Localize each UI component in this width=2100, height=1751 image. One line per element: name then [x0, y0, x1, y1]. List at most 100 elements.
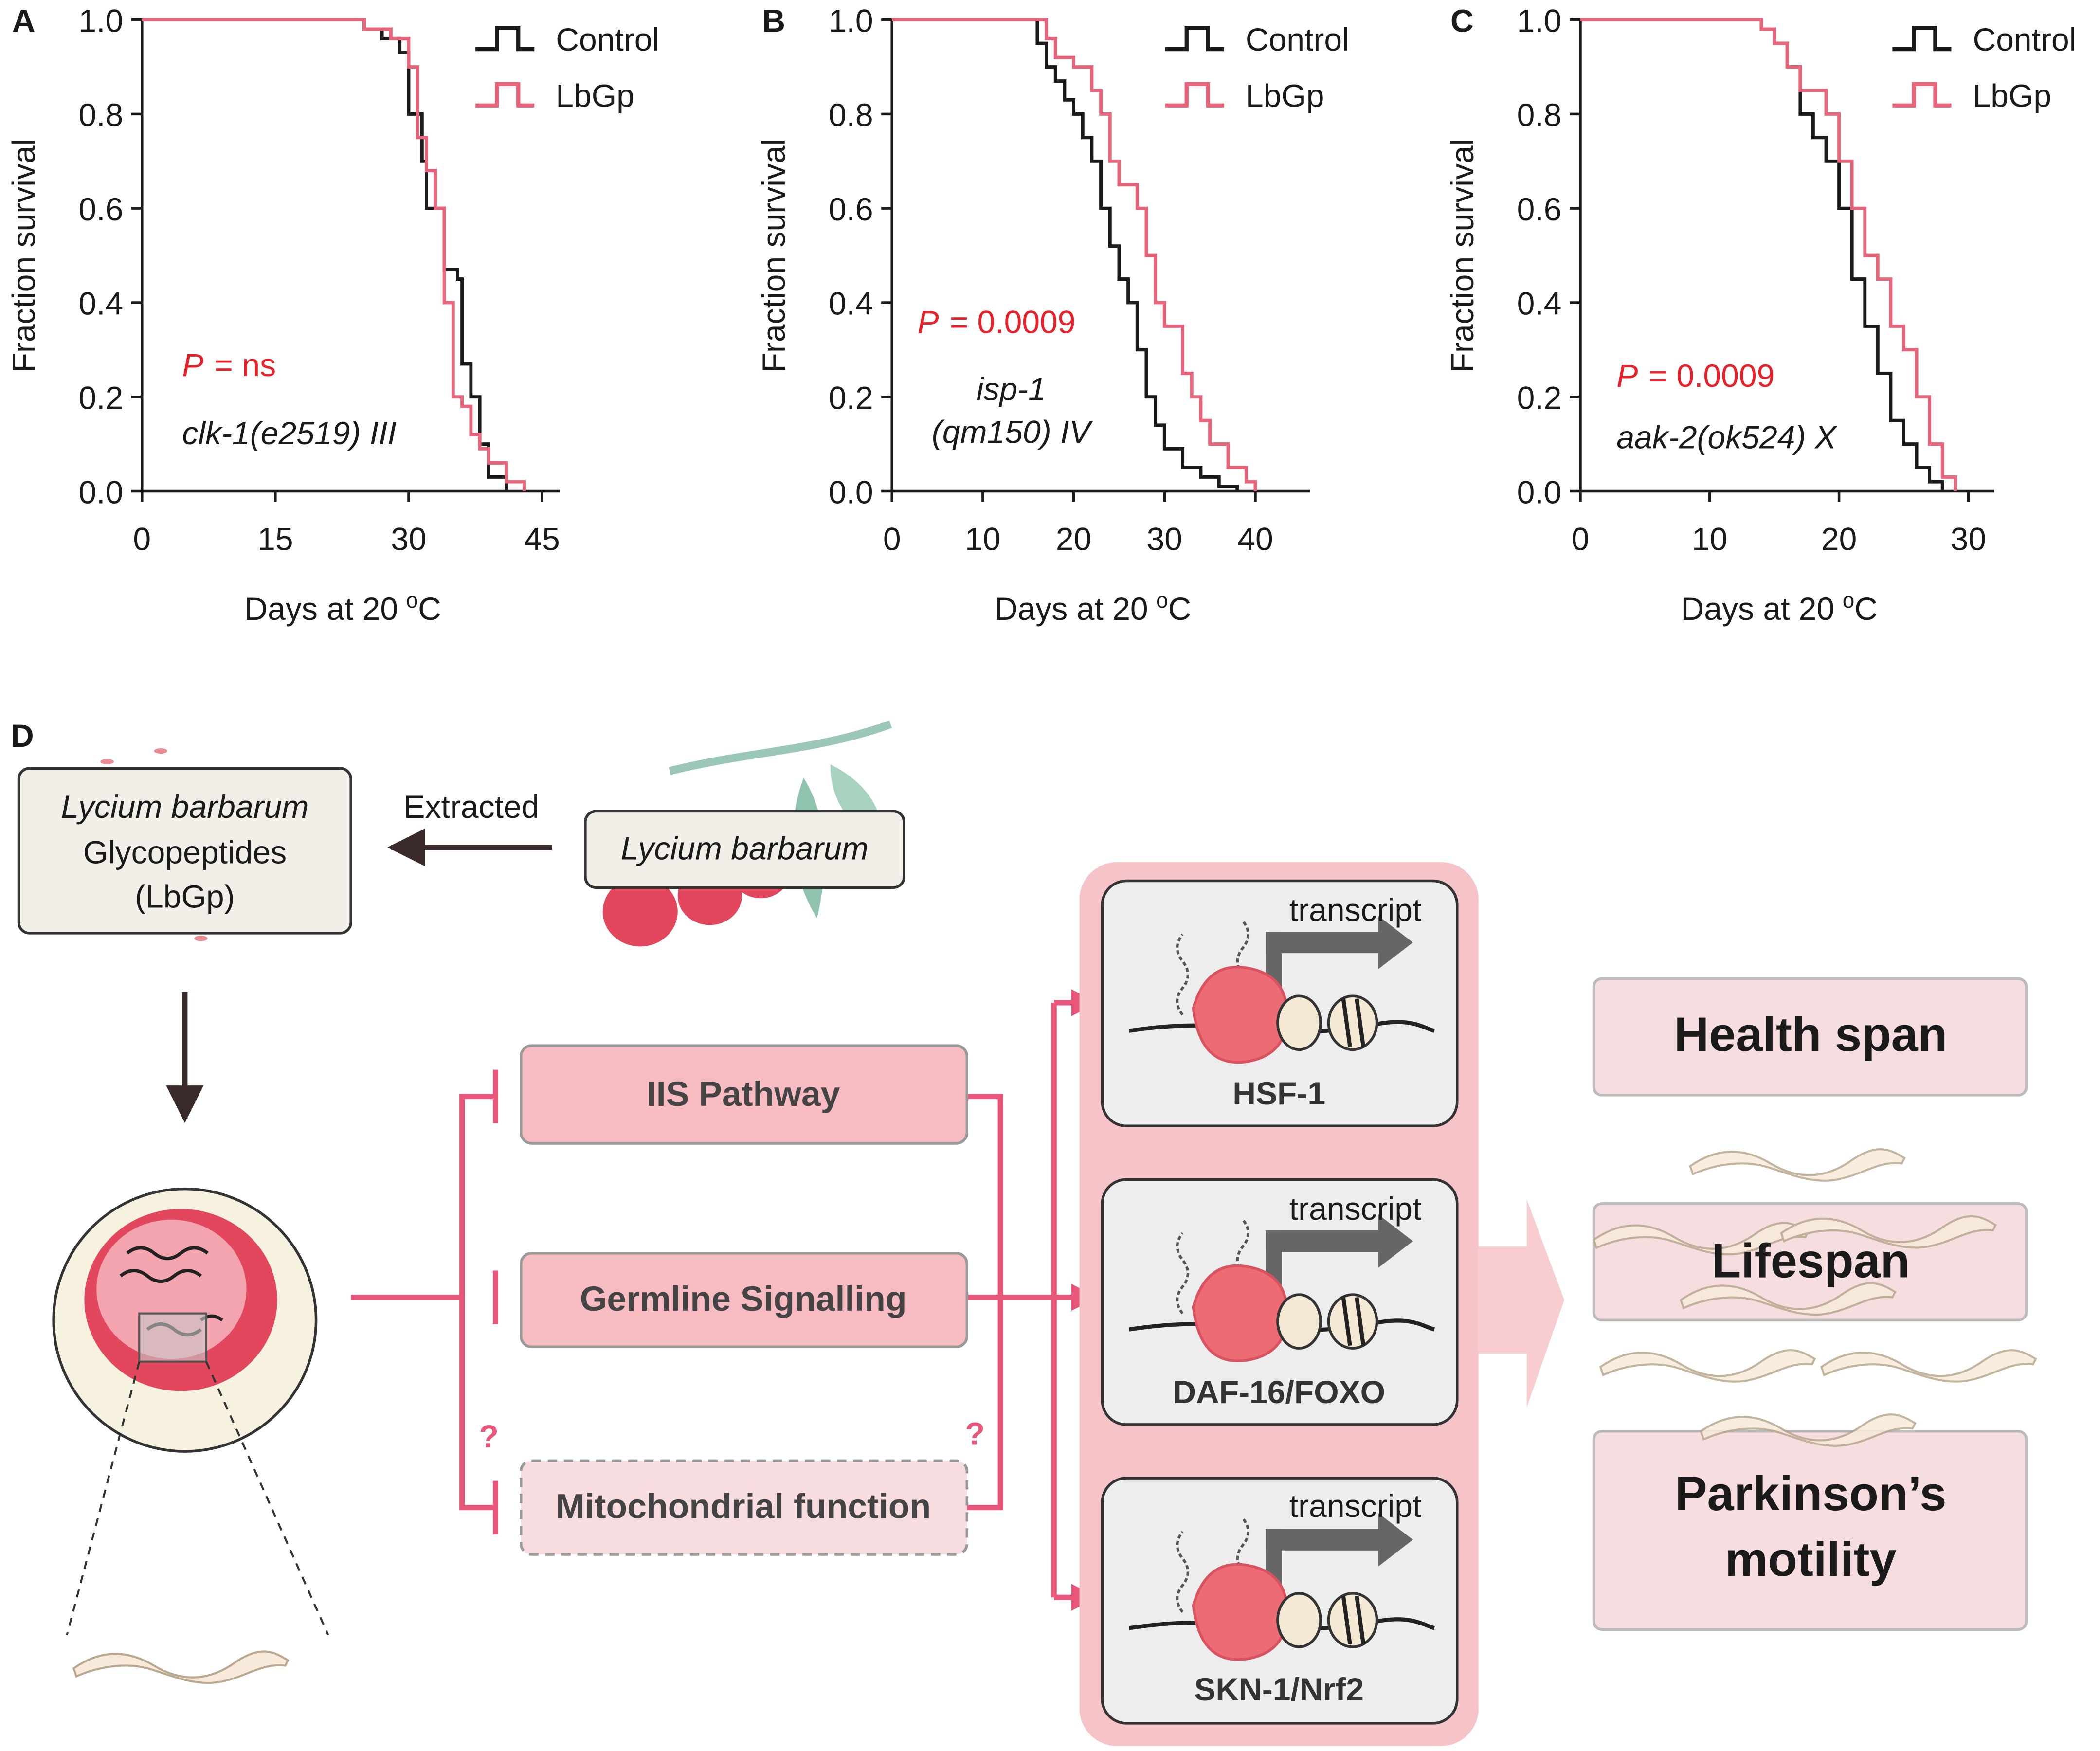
legend-label: LbGp [1246, 78, 1324, 114]
y-tick-label: 0.4 [829, 286, 873, 322]
legend-symbol [1165, 82, 1224, 108]
extract-label: (LbGp) [135, 879, 235, 915]
y-tick-label: 0.8 [78, 97, 123, 133]
arrow-label: Extracted [403, 789, 539, 825]
factor-action: transcript [1289, 1191, 1422, 1227]
pathway-box [519, 1251, 969, 1349]
outcome-label: Health span [1674, 1007, 1948, 1061]
p-value: P = 0.0009 [917, 304, 1075, 340]
strain-label: (qm150) IV [932, 414, 1094, 450]
survival-curve [1580, 18, 1957, 491]
factor-name: SKN-1/Nrf2 [1194, 1671, 1364, 1707]
panel-letter: C [1450, 2, 1474, 38]
pathway-box [519, 1044, 969, 1145]
legend-label: Control [1973, 21, 2077, 57]
source-label: Lycium barbarum [621, 830, 869, 866]
legend-label: Control [556, 21, 659, 57]
strain-label: isp-1 [977, 371, 1046, 407]
p-value: P = 0.0009 [1616, 358, 1774, 394]
y-tick-label: 1.0 [829, 2, 873, 38]
y-tick-label: 0.8 [829, 97, 873, 133]
x-tick-label: 10 [965, 521, 1000, 557]
y-tick-label: 1.0 [78, 2, 123, 38]
source-box [584, 810, 905, 889]
outcome-label: Parkinson’s [1675, 1466, 1946, 1520]
pathway-label: IIS Pathway [647, 1075, 840, 1114]
x-tick-label: 45 [524, 521, 560, 557]
p-text: = 0.0009 [950, 304, 1076, 340]
extract-box [17, 767, 352, 935]
y-tick-label: 0.6 [829, 191, 873, 227]
panel-letter: D [11, 718, 34, 754]
factor-name: HSF-1 [1232, 1075, 1325, 1111]
survival-curve [142, 18, 526, 491]
charts: A 0.0 0.2 0.4 0.6 0.8 1.0 0 15 30 45 Fraction survi… [6, 2, 2077, 626]
p-symbol: P [182, 347, 203, 383]
strain-label: clk-1(e2519) III [182, 415, 397, 451]
big-arrow [1478, 1199, 1564, 1408]
factor-action: transcript [1289, 892, 1422, 928]
p-text: = 0.0009 [1648, 358, 1774, 394]
x-axis-label: Days at 20 oC [244, 589, 441, 627]
x-axis-label: Days at 20 oC [995, 589, 1191, 627]
x-axis-label-part: o [1843, 589, 1855, 613]
x-tick-label: 0 [1572, 521, 1590, 557]
outcome-label: motility [1725, 1532, 1896, 1586]
x-axis-label-part: o [406, 589, 418, 613]
x-axis-label-part: Days at 20 [244, 591, 398, 627]
y-axis-label: Fraction survival [1444, 139, 1480, 373]
legend-symbol [1892, 26, 1952, 52]
outcome-label: Lifespan [1712, 1233, 1910, 1287]
survival-curve [892, 18, 1257, 491]
extract-label: Lycium barbarum [61, 789, 308, 825]
petri-dish [52, 1187, 329, 1698]
y-tick-label: 0.2 [1517, 380, 1562, 416]
y-tick-label: 0.2 [829, 380, 873, 416]
y-axis-label: Fraction survival [756, 139, 792, 373]
panel-letter: A [12, 2, 36, 38]
question-mark: ? [965, 1415, 985, 1451]
factor-action: transcript [1289, 1488, 1422, 1524]
x-tick-label: 10 [1692, 521, 1727, 557]
pathway-box [519, 1459, 969, 1556]
y-tick-label: 1.0 [1517, 2, 1562, 38]
y-tick-label: 0.0 [78, 474, 123, 510]
legend-label: Control [1246, 21, 1349, 57]
y-tick-label: 0.0 [829, 474, 873, 510]
y-tick-label: 0.6 [78, 191, 123, 227]
x-tick-label: 20 [1056, 521, 1091, 557]
legend-symbol [1165, 26, 1224, 52]
connectors [351, 989, 1099, 1611]
x-axis-label-part: C [1854, 591, 1878, 627]
question-mark: ? [479, 1418, 499, 1454]
legend-symbol [475, 26, 535, 52]
x-axis-label-part: Days at 20 [995, 591, 1148, 627]
pathway-label: Germline Signalling [580, 1280, 907, 1318]
y-tick-label: 0.6 [1517, 191, 1562, 227]
legend-label: LbGp [556, 78, 634, 114]
pathway-label: Mitochondrial function [556, 1487, 931, 1526]
x-tick-label: 0 [133, 521, 151, 557]
legend-label: LbGp [1973, 78, 2052, 114]
y-tick-label: 0.8 [1517, 97, 1562, 133]
outcome-box [1592, 977, 2028, 1097]
x-axis-label-part: o [1156, 589, 1168, 613]
diagram: D Lycium barbarum Glycopeptides (LbGp) E… [11, 718, 2036, 1746]
x-axis-label-part: C [1168, 591, 1192, 627]
legend-symbol [475, 82, 535, 108]
factors [1101, 879, 1459, 1725]
y-tick-label: 0.4 [1517, 286, 1562, 322]
x-tick-label: 30 [1951, 521, 1986, 557]
x-tick-label: 20 [1821, 521, 1857, 557]
panel-letter: B [762, 2, 785, 38]
p-symbol: P [917, 304, 939, 340]
x-tick-label: 30 [1147, 521, 1182, 557]
p-symbol: P [1616, 358, 1638, 394]
extract-label: Glycopeptides [83, 834, 287, 870]
factor-name: DAF-16/FOXO [1173, 1374, 1385, 1410]
x-axis-label: Days at 20 oC [1681, 589, 1878, 627]
y-tick-label: 0.0 [1517, 474, 1562, 510]
strain-label: aak-2(ok524) X [1616, 419, 1838, 455]
